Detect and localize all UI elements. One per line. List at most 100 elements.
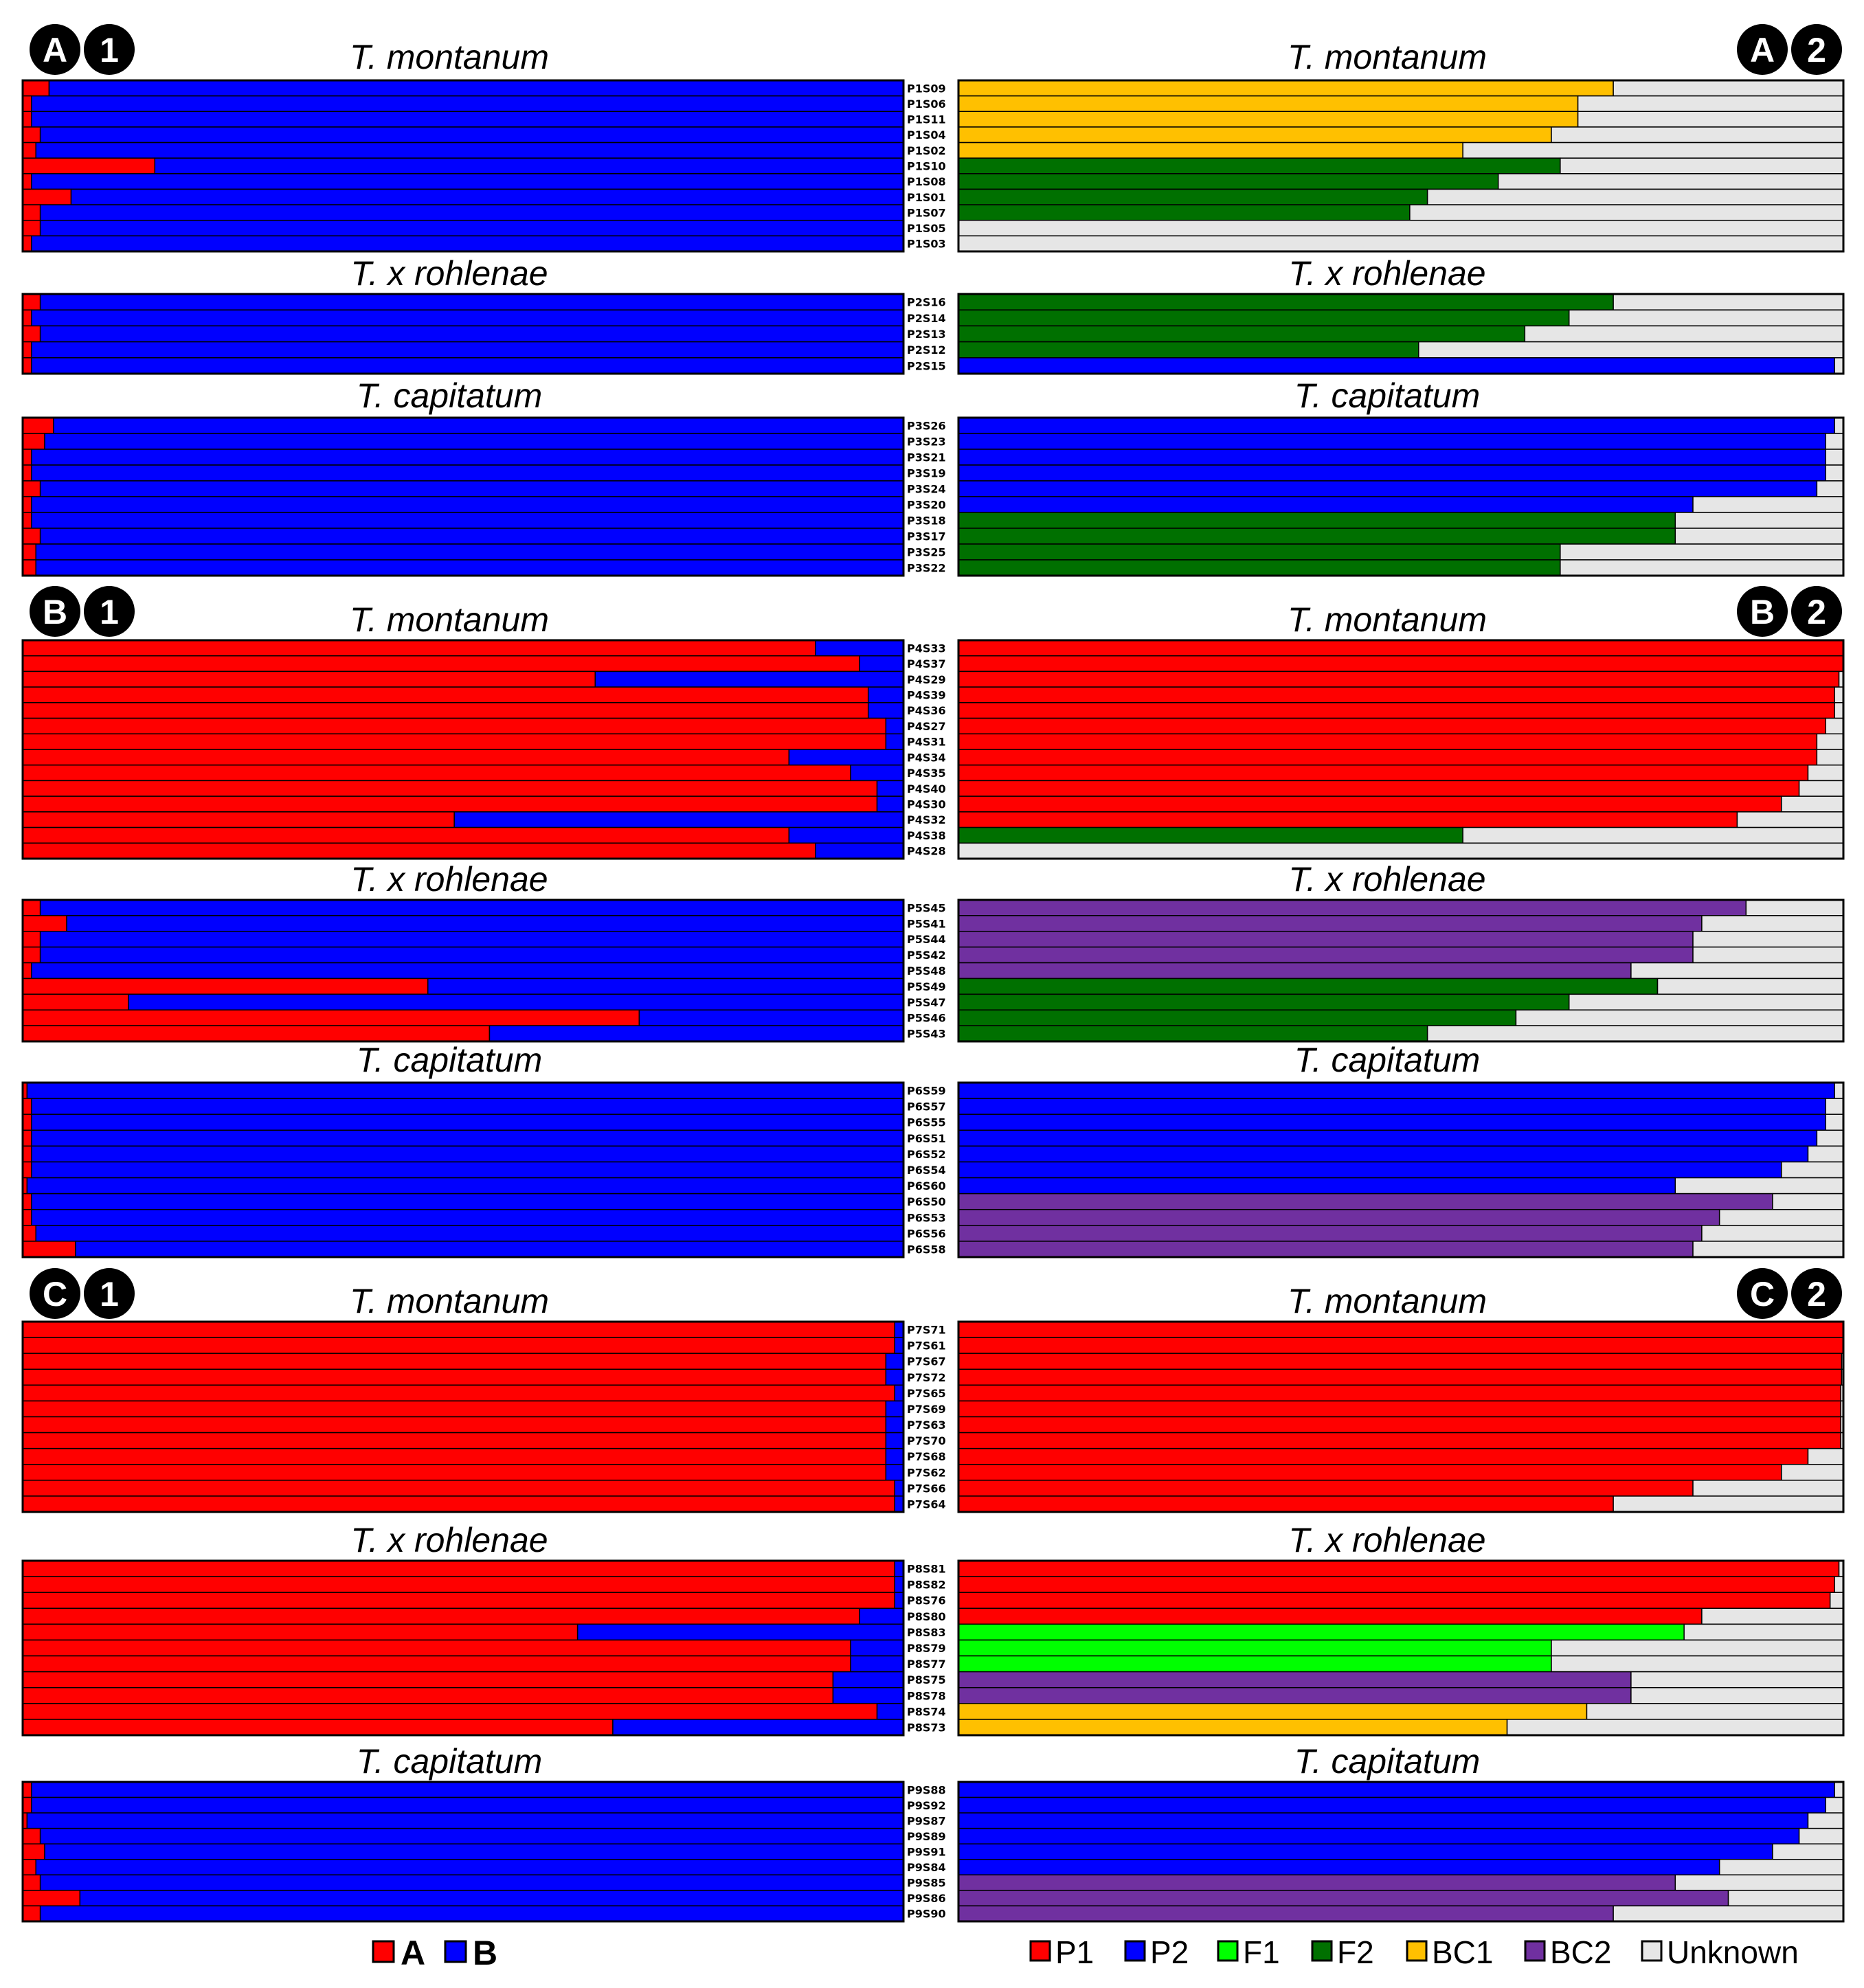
bar-BC2-P5S42 [958,946,1694,964]
bar-unknown-P2S13 [1524,325,1844,343]
bar-B-P1S03 [31,235,904,252]
bar-A-P8S78 [22,1686,834,1704]
bar-A-P8S83 [22,1623,579,1641]
bar-unknown-P7S68 [1807,1447,1844,1465]
bar-A-P1S11 [22,111,32,128]
frame-right [957,416,1845,577]
bar-A-P7S70 [22,1432,887,1449]
bar-A-P3S24 [22,480,41,497]
bar-B-P6S53 [31,1208,904,1226]
bar-unknown-P4S35 [1807,764,1844,782]
frame-left [21,639,905,860]
group-B-2: T. x rohlenae T. x rohlenae P5S45 P5S41 P5S4… [21,860,1845,1043]
bar-F2-P2S14 [958,309,1570,327]
bar-B-P3S23 [44,433,904,450]
bar-A-P4S39 [22,686,869,703]
bar-A-P1S01 [22,188,72,205]
bar-P1-P7S72 [958,1368,1843,1386]
bar-B-P4S30 [876,795,904,813]
bar-unknown-P7S62 [1781,1464,1844,1481]
bar-P1-P4S34 [958,749,1818,766]
legend-label-A: A [401,1934,425,1972]
badge-letter: C [43,1275,67,1313]
bar-A-P1S02 [22,142,36,159]
sample-label: P5S47 [907,996,946,1009]
bar-A-P3S17 [22,528,41,545]
bar-A-P7S62 [22,1464,887,1481]
bar-P1-P7S64 [958,1495,1614,1513]
bar-B-P2S13 [39,325,904,343]
bar-P1-P7S63 [958,1416,1841,1434]
bar-BC2-P6S50 [958,1193,1773,1210]
badge-number: 1 [100,31,119,69]
bar-unknown-P9S84 [1718,1859,1844,1876]
bar-P1-P4S37 [958,655,1844,673]
bar-BC1-P8S73 [958,1719,1508,1736]
bar-B-P5S49 [427,978,904,995]
sample-label: P6S59 [907,1085,946,1098]
bar-P2-P9S87 [958,1812,1809,1829]
badge-number: 1 [100,1275,119,1313]
frame-left [21,293,905,375]
bar-BC2-P6S58 [958,1241,1694,1258]
bar-A-P7S61 [22,1337,895,1354]
sample-label: P8S83 [907,1626,946,1639]
frame-right [957,1320,1845,1513]
bar-unknown-P3S21 [1825,449,1844,466]
bar-B-P5S45 [39,899,904,916]
sample-label: P4S32 [907,813,946,826]
sample-label: P9S91 [907,1846,946,1859]
bar-A-P8S81 [22,1560,895,1577]
bar-P1-P7S65 [958,1384,1841,1402]
sample-label: P7S67 [907,1355,946,1368]
bar-P2-P3S19 [958,464,1826,482]
bar-unknown-P6S54 [1781,1161,1844,1179]
badge-number-circle [84,24,135,75]
sample-label: P1S10 [907,160,946,173]
bar-B-P7S61 [894,1337,904,1354]
legend-label-BC1: BC1 [1432,1934,1493,1970]
bar-A-P4S33 [22,640,816,657]
bar-A-P6S54 [22,1161,32,1179]
legend-label-F2: F2 [1337,1934,1374,1970]
bar-B-P4S33 [815,640,904,657]
sample-label: P3S18 [907,515,946,528]
bar-B-P2S15 [31,357,904,374]
bar-A-P4S28 [22,842,816,859]
bar-F2-P2S13 [958,325,1526,343]
bar-A-P4S27 [22,717,887,735]
bar-P1-P7S61 [958,1337,1844,1354]
frame-right [957,79,1845,253]
bar-P1-P4S40 [958,780,1800,797]
bar-A-P4S30 [22,795,878,813]
bar-A-P4S32 [22,811,455,828]
bar-unknown-P5S41 [1701,915,1844,932]
bar-A-P1S03 [22,235,32,252]
panel-groups: T. montanum T. montanum P1S09 P1S06 P1S11 P1S… [21,38,1845,1923]
sample-label: P4S35 [907,767,946,780]
sample-label: P7S68 [907,1450,946,1463]
legend-swatch-A [372,1940,395,1963]
badge-number-circle [84,1268,135,1319]
sample-label: P2S14 [907,312,946,325]
bar-B-P4S36 [867,702,904,719]
bar-A-P2S15 [22,357,32,374]
bar-A-P2S14 [22,309,32,327]
bar-B-P1S09 [48,80,904,97]
sample-label: P8S81 [907,1563,946,1576]
bar-unknown-P5S43 [1426,1025,1844,1042]
bar-B-P5S42 [39,946,904,964]
bar-B-P1S11 [31,111,904,128]
group-title-left: T. x rohlenae [350,254,548,293]
bar-A-P8S73 [22,1719,614,1736]
sample-label: P7S65 [907,1387,946,1400]
bar-B-P7S63 [885,1416,904,1434]
bar-P1-P4S36 [958,702,1835,719]
bar-unknown-P8S79 [1551,1639,1844,1657]
sample-label: P3S19 [907,467,946,480]
group-title-left: T. capitatum [357,1041,543,1079]
bar-A-P3S18 [22,512,32,529]
legend-swatch-BC2 [1524,1940,1546,1962]
bar-B-P9S92 [31,1796,904,1814]
